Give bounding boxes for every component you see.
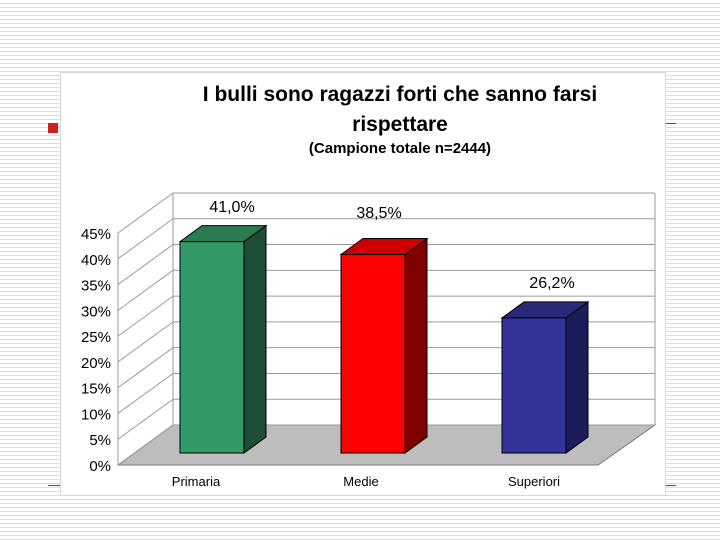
data-label: 41,0% xyxy=(209,199,254,216)
y-tick-label: 20% xyxy=(81,355,111,372)
y-tick-label: 0% xyxy=(89,458,111,475)
y-tick-label: 10% xyxy=(81,406,111,423)
gridline-side xyxy=(117,398,174,440)
y-tick-label: 30% xyxy=(81,303,111,320)
gridline-side xyxy=(117,192,174,234)
chart-title-line-1: I bulli sono ragazzi forti che sanno far… xyxy=(202,83,598,106)
y-tick-label: 15% xyxy=(81,381,111,398)
gridline-side xyxy=(117,295,174,337)
x-tick-label: Medie xyxy=(343,474,378,489)
slide-bullet xyxy=(48,123,58,133)
bar-medie xyxy=(340,254,406,454)
slide-rule-bottom-left xyxy=(48,485,62,486)
y-tick-label: 5% xyxy=(89,432,111,449)
gridline-side xyxy=(117,244,174,285)
gridline-side xyxy=(117,218,174,260)
bar-side-medie xyxy=(404,237,428,454)
bar-superiori xyxy=(501,317,567,454)
data-label: 26,2% xyxy=(529,275,574,292)
gridline-side xyxy=(117,269,174,311)
slide-rule-bottom-right xyxy=(664,485,676,486)
bar-side-primaria xyxy=(243,224,267,454)
data-label: 38,5% xyxy=(356,205,401,222)
y-tick-label: 35% xyxy=(81,278,111,295)
bar-primaria xyxy=(179,241,245,454)
y-tick-label: 25% xyxy=(81,329,111,346)
gridline-side xyxy=(117,321,174,363)
x-tick-label: Primaria xyxy=(172,474,221,489)
gridline-side xyxy=(117,373,174,414)
y-tick-label: 45% xyxy=(81,226,111,243)
chart-title-line-2: rispettare xyxy=(352,113,448,136)
slide-rule-top xyxy=(664,123,676,124)
chart-subtitle: (Campione totale n=2444) xyxy=(308,140,492,157)
x-tick-label: Superiori xyxy=(508,474,560,489)
bar-side-superiori xyxy=(565,300,589,454)
y-tick-label: 40% xyxy=(81,252,111,269)
gridline-side xyxy=(117,347,174,389)
gridline-side xyxy=(117,424,174,466)
